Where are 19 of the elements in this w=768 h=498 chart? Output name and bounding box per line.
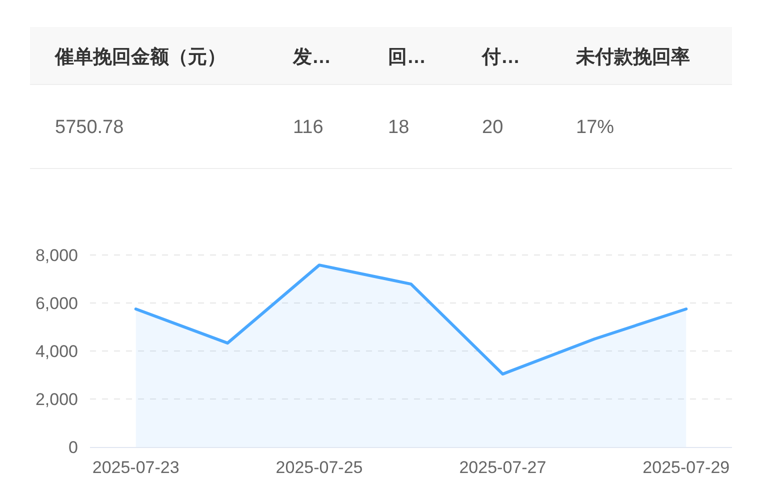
text: 116 — [293, 117, 324, 138]
y-tick-label: 6,000 — [35, 294, 78, 313]
y-tick-label: 8,000 — [35, 246, 78, 265]
category-label: 付… — [481, 47, 520, 68]
category-label: 发… — [292, 47, 331, 68]
y-tick-label: 2,000 — [35, 390, 78, 409]
category-label: 未付款挽回率 — [575, 46, 690, 68]
text: 5750.78 — [55, 117, 124, 138]
category-label: 回… — [388, 47, 426, 68]
text: 18 — [388, 117, 410, 138]
category-label: 催单挽回金额（元） — [54, 46, 226, 68]
x-tick-label: 2025-07-27 — [459, 458, 546, 477]
x-tick-label: 2025-07-23 — [92, 458, 180, 477]
x-tick-label: 2025-07-25 — [276, 458, 363, 477]
x-tick-label: 2025-07-29 — [642, 458, 730, 477]
text: 17% — [576, 117, 614, 138]
y-tick-label: 4,000 — [35, 342, 78, 361]
text: 20 — [482, 117, 504, 138]
y-tick-label: 0 — [68, 438, 78, 457]
